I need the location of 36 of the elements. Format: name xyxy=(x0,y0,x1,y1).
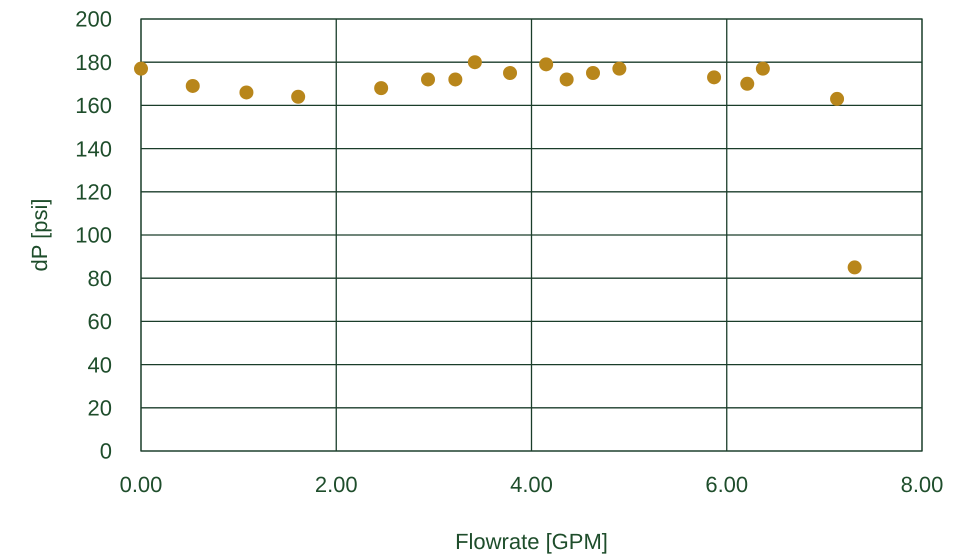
y-tick-label: 80 xyxy=(88,266,112,291)
y-tick-label: 60 xyxy=(88,309,112,334)
x-tick-label: 6.00 xyxy=(705,472,748,497)
point xyxy=(468,55,482,70)
x-tick-label: 2.00 xyxy=(314,472,358,497)
point xyxy=(539,57,554,72)
y-tick-label: 180 xyxy=(75,50,112,75)
point xyxy=(239,85,254,100)
point xyxy=(134,62,148,76)
x-tick-label: 0.00 xyxy=(120,472,162,497)
y-tick-label: 140 xyxy=(75,136,112,162)
y-tick-label: 40 xyxy=(88,352,112,378)
point xyxy=(848,260,862,274)
y-tick-label: 20 xyxy=(88,396,112,420)
y-axis-title: dP [psi] xyxy=(27,198,52,272)
point xyxy=(707,70,722,84)
point xyxy=(503,66,518,80)
x-tick-label: 4.00 xyxy=(510,472,553,497)
point xyxy=(374,81,388,96)
point xyxy=(448,72,462,86)
x-tick-label: 8.00 xyxy=(900,472,944,497)
point xyxy=(560,72,574,86)
y-tick-label: 200 xyxy=(75,6,112,32)
y-tick-label: 120 xyxy=(75,180,112,204)
point xyxy=(186,78,200,93)
y-tick-label: 0 xyxy=(100,438,112,464)
point xyxy=(740,76,754,91)
y-tick-label: 100 xyxy=(75,222,112,248)
point xyxy=(421,72,436,86)
point xyxy=(586,66,600,80)
point xyxy=(291,90,306,104)
y-tick-label: 160 xyxy=(75,93,112,118)
point xyxy=(612,62,626,76)
point xyxy=(830,92,844,106)
x-axis-title: Flowrate [GPM] xyxy=(455,529,608,554)
point xyxy=(756,62,770,76)
